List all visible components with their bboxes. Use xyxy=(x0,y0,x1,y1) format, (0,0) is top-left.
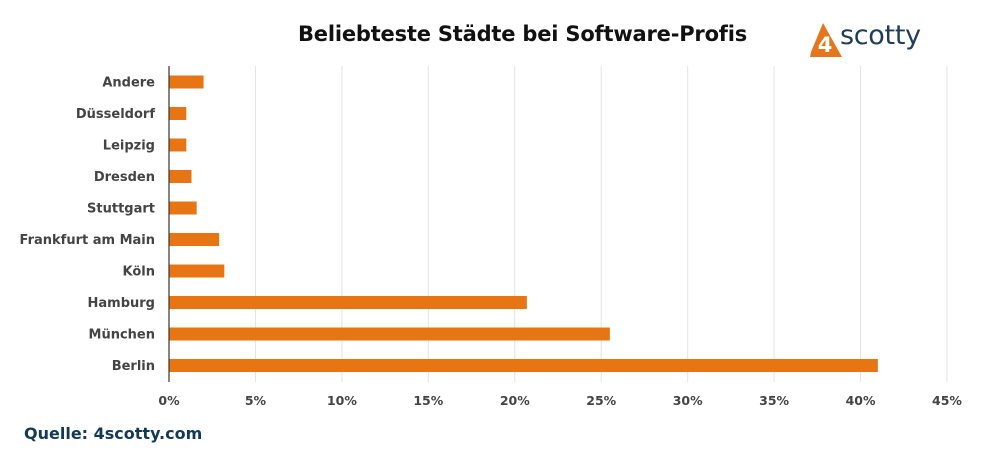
logo-wordmark: scotty xyxy=(840,20,921,51)
logo-digit: 4 xyxy=(818,33,833,57)
logo: 4 scotty xyxy=(808,20,938,60)
bar xyxy=(169,296,527,309)
category-label: Stuttgart xyxy=(87,202,155,217)
bar xyxy=(169,138,187,152)
bar xyxy=(169,233,220,246)
chart-title: Beliebteste Städte bei Software-Profis xyxy=(297,22,748,46)
category-label: Düsseldorf xyxy=(76,107,155,122)
category-label: Andere xyxy=(102,76,155,91)
x-tick-label: 15% xyxy=(413,393,443,408)
bars xyxy=(169,75,878,372)
x-tick-label: 10% xyxy=(327,393,357,408)
x-tick-label: 25% xyxy=(586,393,616,408)
x-tick-label: 0% xyxy=(158,393,180,408)
bar xyxy=(169,170,192,183)
source-note: Quelle: 4scotty.com xyxy=(24,424,203,443)
category-label: Leipzig xyxy=(103,139,155,154)
category-labels: Andere Düsseldorf Leipzig Dresden Stuttgart F… xyxy=(20,76,156,375)
category-label: Hamburg xyxy=(88,296,155,311)
x-tick-label: 30% xyxy=(673,393,703,408)
category-label: Köln xyxy=(123,265,156,280)
x-tick-label: 20% xyxy=(500,393,530,408)
logo-mark-icon: 4 xyxy=(810,23,842,57)
bar xyxy=(169,359,878,372)
category-label: Dresden xyxy=(94,170,155,185)
bar xyxy=(169,75,204,89)
x-tick-label: 5% xyxy=(245,393,267,408)
x-tick-labels: 0% 5% 10% 15% 20% 25% 30% 35% 40% 45% xyxy=(158,393,962,408)
bar xyxy=(169,264,225,278)
category-label: Frankfurt am Main xyxy=(20,233,155,248)
bar xyxy=(169,327,610,341)
logo-mark-shape xyxy=(810,23,842,57)
category-label: München xyxy=(89,328,155,343)
category-label: Berlin xyxy=(112,359,155,374)
bar xyxy=(169,107,187,120)
x-tick-label: 40% xyxy=(846,393,876,408)
bar xyxy=(169,201,197,215)
x-tick-label: 35% xyxy=(759,393,789,408)
x-tick-label: 45% xyxy=(932,393,962,408)
